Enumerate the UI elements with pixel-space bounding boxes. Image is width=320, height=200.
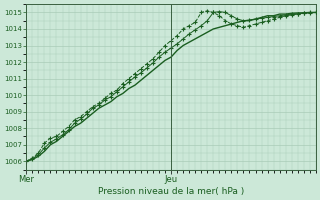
X-axis label: Pression niveau de la mer( hPa ): Pression niveau de la mer( hPa )	[98, 187, 244, 196]
